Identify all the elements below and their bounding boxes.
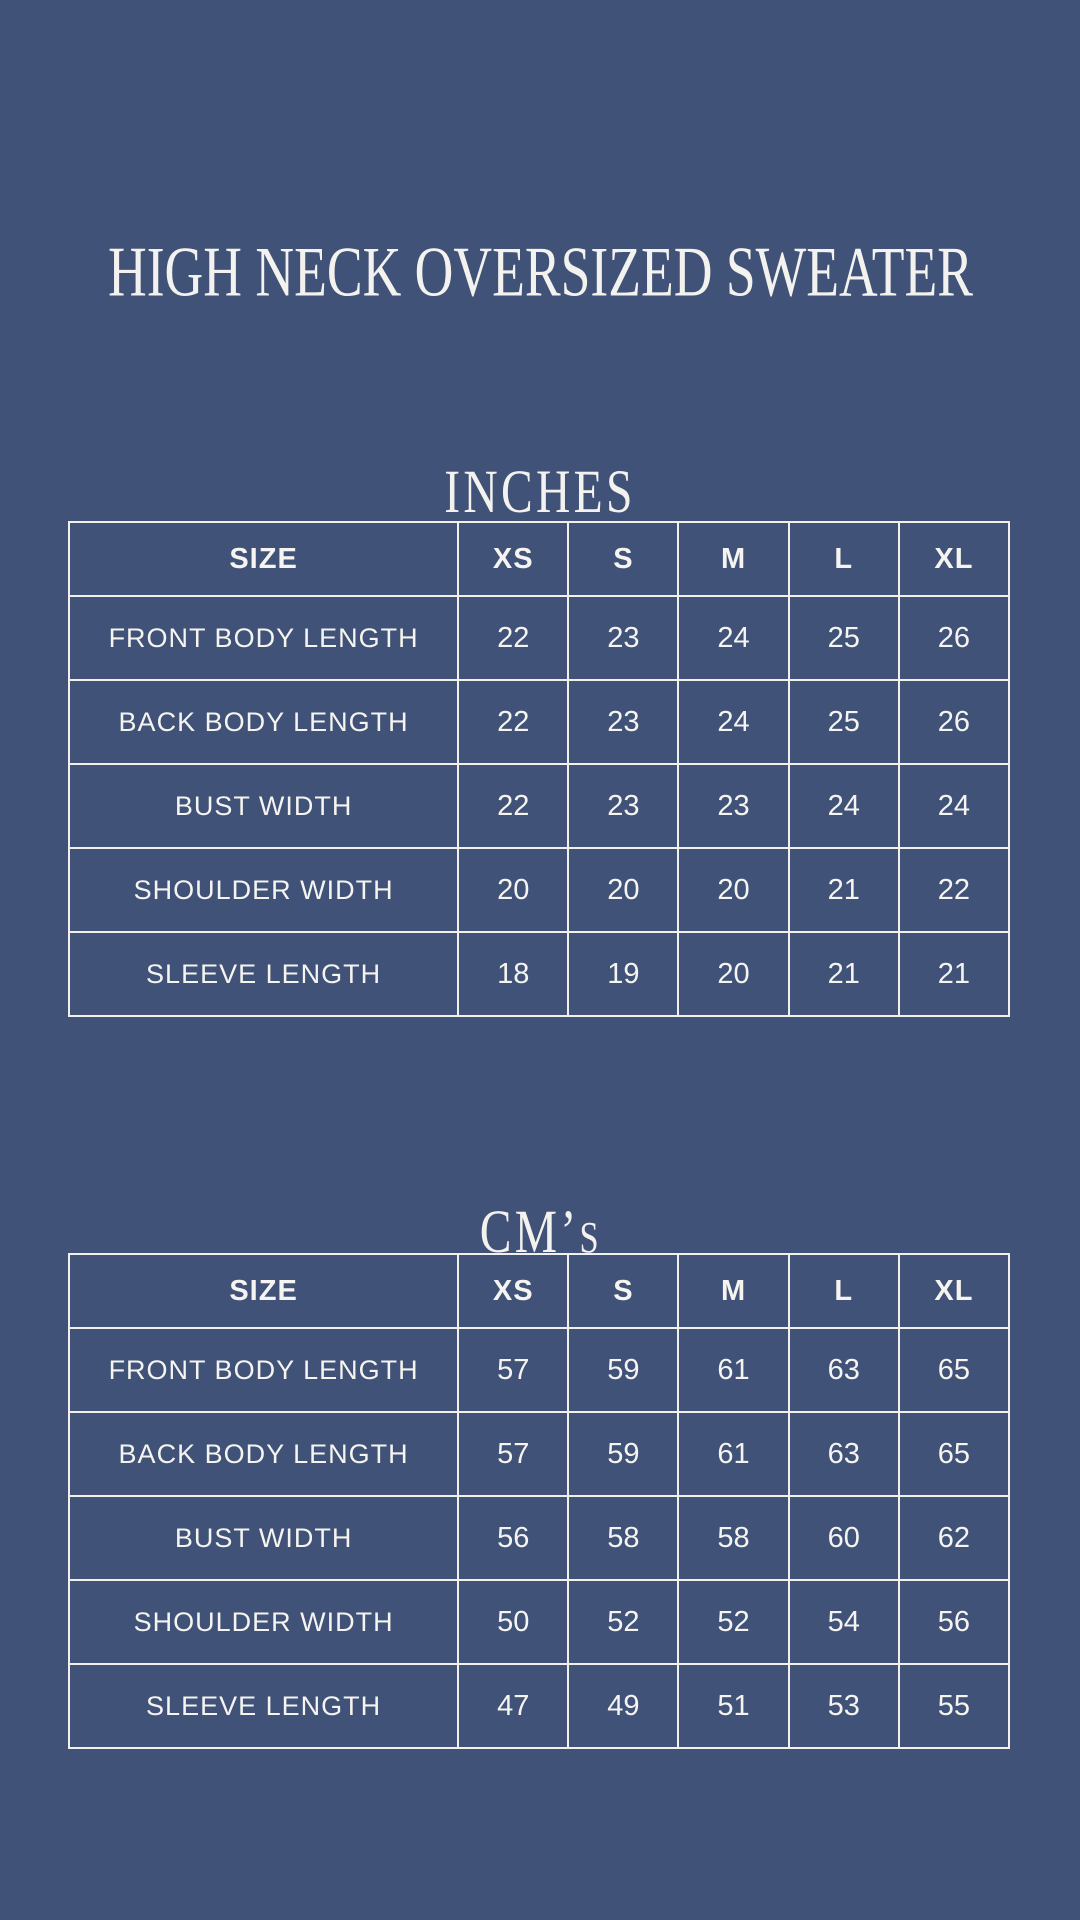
measurement-label: BACK BODY LENGTH xyxy=(67,1411,460,1497)
measurement-value: 61 xyxy=(677,1327,790,1413)
measurement-value: 52 xyxy=(677,1579,790,1665)
measurement-value: 58 xyxy=(677,1495,790,1581)
measurement-value: 23 xyxy=(567,763,680,849)
measurement-value: 55 xyxy=(897,1663,1011,1749)
table-row: SHOULDER WIDTH 20 20 20 21 22 xyxy=(67,847,1011,933)
measurement-value: 50 xyxy=(457,1579,570,1665)
size-header-xl: XL xyxy=(897,1253,1011,1329)
measurement-value: 22 xyxy=(897,847,1011,933)
measurement-value: 61 xyxy=(677,1411,790,1497)
measurement-value: 57 xyxy=(457,1327,570,1413)
size-header-s: S xyxy=(567,1253,680,1329)
inches-heading-label: INCHES xyxy=(444,457,636,526)
measurement-value: 63 xyxy=(787,1411,900,1497)
table-row: SHOULDER WIDTH 50 52 52 54 56 xyxy=(67,1579,1011,1665)
measurement-value: 62 xyxy=(897,1495,1011,1581)
measurement-value: 21 xyxy=(787,931,900,1017)
size-header-m: M xyxy=(677,1253,790,1329)
table-row: FRONT BODY LENGTH 22 23 24 25 26 xyxy=(67,595,1011,681)
size-header-xs: XS xyxy=(457,1253,570,1329)
measurement-value: 19 xyxy=(567,931,680,1017)
measurement-value: 23 xyxy=(567,679,680,765)
measurement-value: 24 xyxy=(677,679,790,765)
measurement-value: 60 xyxy=(787,1495,900,1581)
measurement-value: 20 xyxy=(457,847,570,933)
measurement-value: 59 xyxy=(567,1327,680,1413)
measurement-value: 54 xyxy=(787,1579,900,1665)
cms-size-table: SIZE XS S M L XL FRONT BODY LENGTH 57 59 61 63 65 BA… xyxy=(67,1253,1011,1749)
inches-size-table: SIZE XS S M L XL FRONT BODY LENGTH 22 23 24 25 26 BA… xyxy=(67,521,1011,1017)
size-header-l: L xyxy=(787,521,900,597)
measurement-value: 47 xyxy=(457,1663,570,1749)
measurement-value: 25 xyxy=(787,679,900,765)
measurement-label: SLEEVE LENGTH xyxy=(67,1663,460,1749)
size-header-m: M xyxy=(677,521,790,597)
measurement-label: FRONT BODY LENGTH xyxy=(67,1327,460,1413)
measurement-value: 52 xyxy=(567,1579,680,1665)
measurement-label: SHOULDER WIDTH xyxy=(67,847,460,933)
measurement-value: 22 xyxy=(457,679,570,765)
table-header-row: SIZE XS S M L XL xyxy=(67,521,1011,597)
measurement-value: 63 xyxy=(787,1327,900,1413)
measurement-value: 26 xyxy=(897,679,1011,765)
measurement-value: 24 xyxy=(677,595,790,681)
measurement-value: 65 xyxy=(897,1327,1011,1413)
measurement-value: 20 xyxy=(677,931,790,1017)
size-header-s: S xyxy=(567,521,680,597)
measurement-value: 51 xyxy=(677,1663,790,1749)
measurement-label: SLEEVE LENGTH xyxy=(67,931,460,1017)
size-column-header: SIZE xyxy=(67,521,460,597)
size-header-l: L xyxy=(787,1253,900,1329)
table-row: SLEEVE LENGTH 47 49 51 53 55 xyxy=(67,1663,1011,1749)
measurement-value: 20 xyxy=(567,847,680,933)
table-row: SLEEVE LENGTH 18 19 20 21 21 xyxy=(67,931,1011,1017)
measurement-value: 18 xyxy=(457,931,570,1017)
measurement-value: 24 xyxy=(787,763,900,849)
measurement-value: 22 xyxy=(457,595,570,681)
measurement-value: 53 xyxy=(787,1663,900,1749)
measurement-value: 24 xyxy=(897,763,1011,849)
measurement-label: FRONT BODY LENGTH xyxy=(67,595,460,681)
measurement-value: 25 xyxy=(787,595,900,681)
table-row: BUST WIDTH 22 23 23 24 24 xyxy=(67,763,1011,849)
measurement-value: 49 xyxy=(567,1663,680,1749)
table-row: BUST WIDTH 56 58 58 60 62 xyxy=(67,1495,1011,1581)
measurement-value: 26 xyxy=(897,595,1011,681)
measurement-value: 23 xyxy=(567,595,680,681)
measurement-value: 22 xyxy=(457,763,570,849)
measurement-value: 59 xyxy=(567,1411,680,1497)
measurement-value: 23 xyxy=(677,763,790,849)
measurement-value: 56 xyxy=(897,1579,1011,1665)
table-row: BACK BODY LENGTH 57 59 61 63 65 xyxy=(67,1411,1011,1497)
measurement-value: 20 xyxy=(677,847,790,933)
measurement-label: BACK BODY LENGTH xyxy=(67,679,460,765)
measurement-label: BUST WIDTH xyxy=(67,763,460,849)
size-header-xs: XS xyxy=(457,521,570,597)
size-header-xl: XL xyxy=(897,521,1011,597)
measurement-value: 21 xyxy=(897,931,1011,1017)
size-column-header: SIZE xyxy=(67,1253,460,1329)
measurement-label: SHOULDER WIDTH xyxy=(67,1579,460,1665)
table-header-row: SIZE XS S M L XL xyxy=(67,1253,1011,1329)
measurement-value: 58 xyxy=(567,1495,680,1581)
table-row: FRONT BODY LENGTH 57 59 61 63 65 xyxy=(67,1327,1011,1413)
page-title: HIGH NECK OVERSIZED SWEATER xyxy=(108,232,973,312)
measurement-value: 65 xyxy=(897,1411,1011,1497)
measurement-value: 21 xyxy=(787,847,900,933)
measurement-value: 57 xyxy=(457,1411,570,1497)
measurement-label: BUST WIDTH xyxy=(67,1495,460,1581)
inches-section-heading: INCHES xyxy=(97,457,983,526)
table-row: BACK BODY LENGTH 22 23 24 25 26 xyxy=(67,679,1011,765)
measurement-value: 56 xyxy=(457,1495,570,1581)
cms-heading-small-s: S xyxy=(579,1214,601,1263)
